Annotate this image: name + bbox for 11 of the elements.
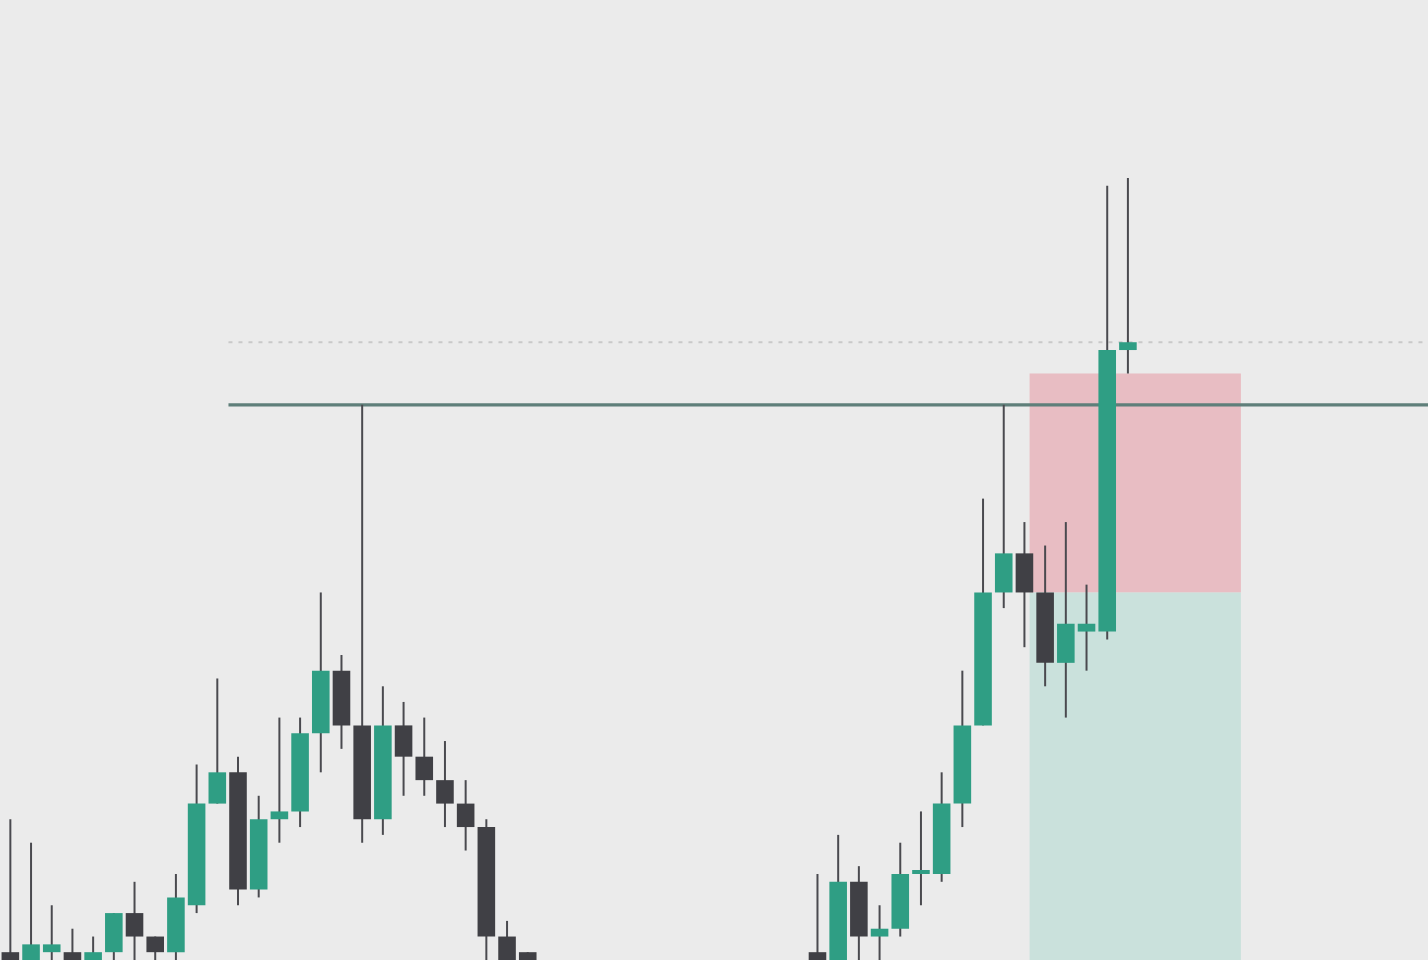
candlestick bbox=[270, 716, 289, 844]
candlestick bbox=[1015, 521, 1034, 649]
candlestick bbox=[456, 779, 475, 852]
candlestick bbox=[394, 700, 413, 797]
candlestick bbox=[1119, 177, 1137, 375]
candlestick bbox=[436, 740, 454, 829]
candlestick bbox=[63, 927, 82, 960]
candlestick bbox=[808, 872, 827, 960]
candlestick bbox=[1, 818, 20, 960]
candlestick bbox=[415, 716, 434, 797]
candlestick bbox=[125, 880, 144, 960]
